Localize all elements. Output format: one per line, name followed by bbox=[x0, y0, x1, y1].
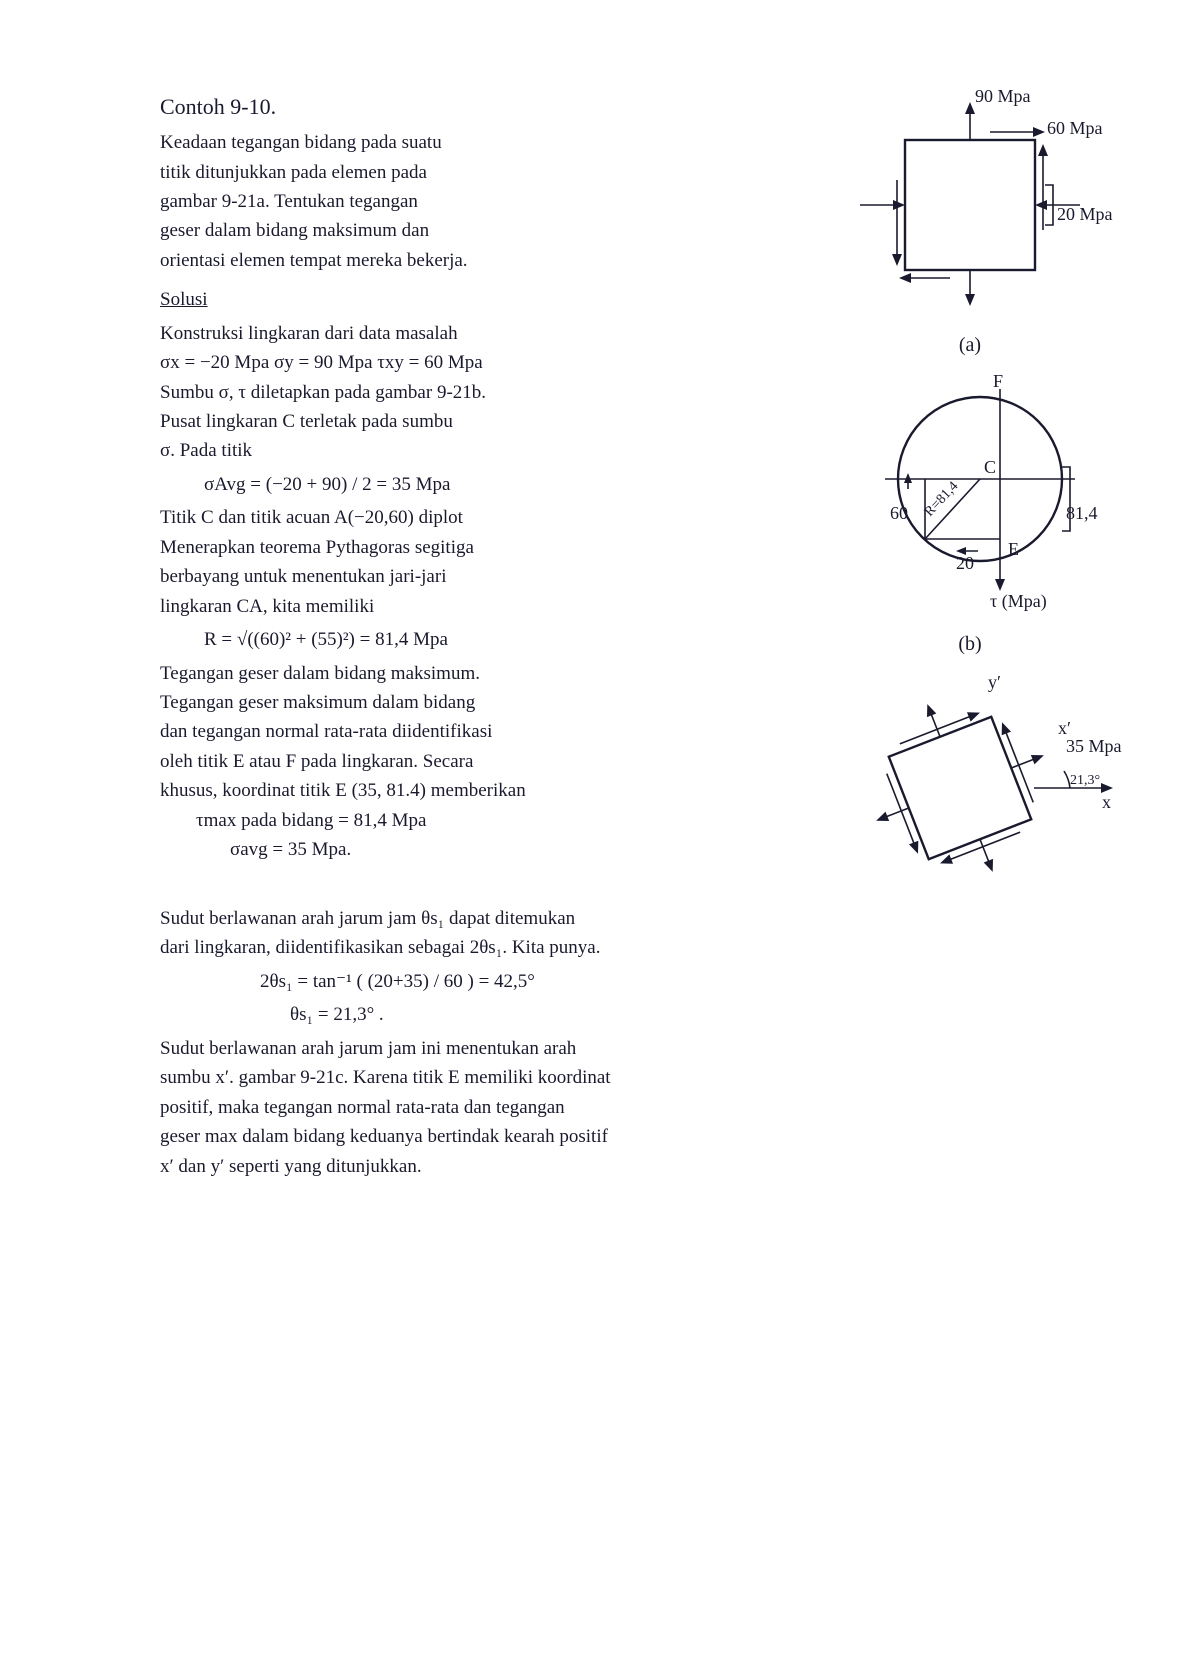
fig-b-f: F bbox=[993, 371, 1003, 391]
figure-b: F C R=81,4 60 20 E 81,4 τ (Mpa) bbox=[830, 369, 1110, 619]
text-line: sumbu x′. gambar 9-21c. Karena titik E m… bbox=[160, 1063, 1130, 1092]
equation-sigma-avg-2: σavg = 35 Mpa. bbox=[160, 835, 792, 864]
intro-line: Keadaan tegangan bidang pada suatu bbox=[160, 128, 792, 157]
lower-text: Sudut berlawanan arah jarum jam θs₁ dapa… bbox=[160, 904, 1130, 1181]
fig-a-tau-label: 60 Mpa bbox=[1047, 118, 1103, 138]
figure-a: 90 Mpa 20 Mpa 60 Mpa bbox=[835, 90, 1105, 320]
equation-R: R = √((60)² + (55)²) = 81,4 Mpa bbox=[160, 625, 792, 654]
text-line: σ. Pada titik bbox=[160, 436, 792, 465]
text-line: dan tegangan normal rata-rata diidentifi… bbox=[160, 717, 792, 746]
fig-c-x: x bbox=[1102, 792, 1111, 812]
text-line: lingkaran CA, kita memiliki bbox=[160, 592, 792, 621]
fig-b-e: E bbox=[1008, 539, 1019, 559]
text-line: σx = −20 Mpa σy = 90 Mpa τxy = 60 Mpa bbox=[160, 348, 792, 377]
paragraph-1: Konstruksi lingkaran dari data masalah σ… bbox=[160, 319, 792, 466]
fig-b-20: 20 bbox=[956, 553, 974, 573]
paragraph-3: Tegangan geser dalam bidang maksimum. Te… bbox=[160, 659, 792, 806]
intro-line: gambar 9-21a. Tentukan tegangan bbox=[160, 187, 792, 216]
fig-b-c: C bbox=[984, 457, 996, 477]
equation-theta: θs₁ = 21,3° . bbox=[160, 1000, 1130, 1029]
text-line: Sudut berlawanan arah jarum jam θs₁ dapa… bbox=[160, 904, 1130, 933]
figure-c: y′ x 21,3° 35 Mpa x′ bbox=[820, 668, 1120, 898]
text-line: Tegangan geser dalam bidang maksimum. bbox=[160, 659, 792, 688]
figure-a-caption: (a) bbox=[959, 334, 981, 357]
fig-c-xprime: x′ bbox=[1058, 718, 1071, 738]
text-line: positif, maka tegangan normal rata-rata … bbox=[160, 1093, 1130, 1122]
example-title: Contoh 9-10. bbox=[160, 90, 792, 124]
text-line: khusus, koordinat titik E (35, 81.4) mem… bbox=[160, 776, 792, 805]
fig-c-yprime: y′ bbox=[988, 672, 1001, 692]
figure-b-caption: (b) bbox=[958, 633, 981, 656]
text-line: oleh titik E atau F pada lingkaran. Seca… bbox=[160, 747, 792, 776]
equation-2theta: 2θs₁ = tan⁻¹ ( (20+35) / 60 ) = 42,5° bbox=[160, 967, 1130, 996]
intro-line: titik ditunjukkan pada elemen pada bbox=[160, 158, 792, 187]
text-line: Titik C dan titik acuan A(−20,60) diplot bbox=[160, 503, 792, 532]
fig-c-val: 35 Mpa bbox=[1066, 736, 1122, 756]
text-line: Sumbu σ, τ diletapkan pada gambar 9-21b. bbox=[160, 378, 792, 407]
text-line: Menerapkan teorema Pythagoras segitiga bbox=[160, 533, 792, 562]
fig-c-angle: 21,3° bbox=[1070, 773, 1100, 788]
fig-a-top-label: 90 Mpa bbox=[975, 86, 1031, 106]
fig-b-r-label: R=81,4 bbox=[922, 479, 961, 520]
text-line: x′ dan y′ seperti yang ditunjukkan. bbox=[160, 1152, 1130, 1181]
text-line: berbayang untuk menentukan jari-jari bbox=[160, 562, 792, 591]
fig-b-axis: τ (Mpa) bbox=[990, 591, 1047, 612]
text-line: Sudut berlawanan arah jarum jam ini mene… bbox=[160, 1034, 1130, 1063]
intro-paragraph: Keadaan tegangan bidang pada suatu titik… bbox=[160, 128, 792, 275]
paragraph-2: Titik C dan titik acuan A(−20,60) diplot… bbox=[160, 503, 792, 621]
fig-a-right-label: 20 Mpa bbox=[1057, 204, 1113, 224]
solution-heading: Solusi bbox=[160, 285, 792, 314]
text-line: geser max dalam bidang keduanya bertinda… bbox=[160, 1122, 1130, 1151]
equation-sigma-avg: σAvg = (−20 + 90) / 2 = 35 Mpa bbox=[160, 470, 792, 499]
text-line: dari lingkaran, diidentifikasikan sebaga… bbox=[160, 933, 1130, 962]
intro-line: orientasi elemen tempat mereka bekerja. bbox=[160, 246, 792, 275]
text-line: Konstruksi lingkaran dari data masalah bbox=[160, 319, 792, 348]
text-line: Pusat lingkaran C terletak pada sumbu bbox=[160, 407, 792, 436]
text-line: Tegangan geser maksimum dalam bidang bbox=[160, 688, 792, 717]
intro-line: geser dalam bidang maksimum dan bbox=[160, 216, 792, 245]
equation-tau-max: τmax pada bidang = 81,4 Mpa bbox=[160, 806, 792, 835]
fig-b-60: 60 bbox=[890, 503, 908, 523]
